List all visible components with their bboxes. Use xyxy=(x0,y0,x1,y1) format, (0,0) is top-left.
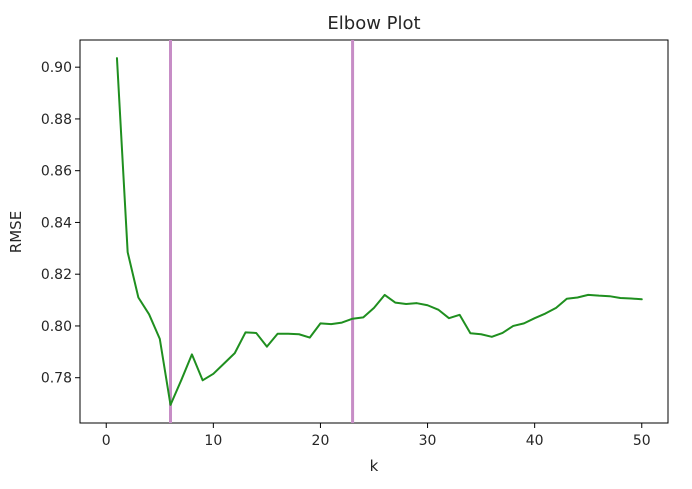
x-tick-label: 40 xyxy=(526,433,544,449)
y-tick-label: 0.90 xyxy=(41,60,72,76)
x-tick-label: 30 xyxy=(419,433,437,449)
x-tick-label: 0 xyxy=(102,433,111,449)
y-tick-label: 0.88 xyxy=(41,112,72,128)
y-tick-label: 0.80 xyxy=(41,319,72,335)
y-tick-label: 0.84 xyxy=(41,215,72,231)
series-layer xyxy=(115,57,643,406)
x-tick-label: 10 xyxy=(204,433,222,449)
y-axis-ticks: 0.78 0.80 0.82 0.84 0.86 0.88 0.90 xyxy=(41,60,80,387)
series-line-1 xyxy=(115,57,643,406)
x-tick-label: 50 xyxy=(633,433,651,449)
y-tick-label: 0.78 xyxy=(41,371,72,387)
plot-area-frame xyxy=(79,39,669,424)
y-axis-label: RMSE xyxy=(7,211,25,253)
y-tick-label: 0.86 xyxy=(41,164,72,180)
chart-title: Elbow Plot xyxy=(327,13,420,34)
reference-lines xyxy=(169,40,355,423)
x-axis-label: k xyxy=(370,457,379,475)
y-tick-label: 0.82 xyxy=(41,267,72,283)
x-axis-ticks: 0 10 20 30 40 50 xyxy=(102,423,651,449)
x-tick-label: 20 xyxy=(312,433,330,449)
